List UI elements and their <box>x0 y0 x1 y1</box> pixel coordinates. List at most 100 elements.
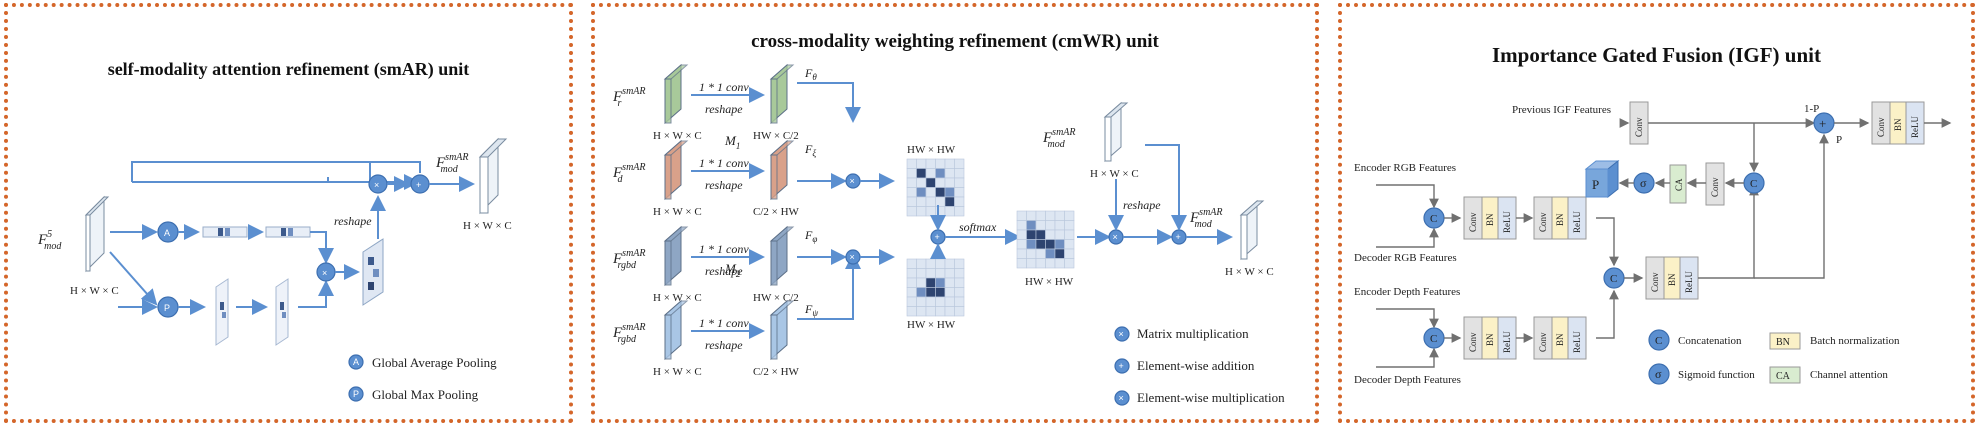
svg-text:σ: σ <box>1640 176 1647 190</box>
smar-input-dim: H × W × C <box>70 285 119 297</box>
conv-label: 1 * 1 conv <box>699 156 749 170</box>
cmwr-input-dim: H × W × C <box>653 366 702 378</box>
legend-sigma-node <box>1648 363 1670 385</box>
svg-text:Conv: Conv <box>1538 212 1548 232</box>
conv-label: 1 * 1 conv <box>699 316 749 330</box>
igf-diagram: Previous IGF Features Conv + 1-P P Conv … <box>1354 101 1952 386</box>
max-map-2 <box>275 278 289 346</box>
svg-text:×: × <box>1113 232 1118 242</box>
m2-grid <box>906 258 965 317</box>
output-cbr-block: Conv BN ReLU <box>1871 101 1925 145</box>
legend-avg-node-label: A <box>353 357 359 367</box>
legend-mul-text: Element-wise multiplication <box>1137 390 1285 405</box>
dec-rgb-label: Decoder RGB Features <box>1354 252 1457 264</box>
cmwr-reshape-label: reshape <box>1123 198 1161 212</box>
legend-ca-swatch <box>1769 366 1801 384</box>
svg-text:C: C <box>1430 333 1437 345</box>
cmwr-mod-block <box>1103 101 1129 163</box>
cmwr-input-label: FsmAR r <box>612 86 646 109</box>
reshape-label: reshape <box>705 178 743 192</box>
legend-add-text: Element-wise addition <box>1137 358 1255 373</box>
legend-avg-node <box>348 354 364 370</box>
cbr-rgb-block-2: Conv BN ReLU <box>1533 196 1587 240</box>
p-cube: P <box>1584 159 1620 199</box>
cmwr-out-dim: C/2 × HW <box>753 366 800 378</box>
svg-text:×: × <box>850 176 855 186</box>
svg-text:C: C <box>1655 335 1662 347</box>
smar-mult-node-2-sym: × <box>374 180 379 190</box>
smar-mult-node-1-sym: × <box>322 268 327 278</box>
svg-text:×: × <box>1119 329 1124 339</box>
legend-avg-text: Global Average Pooling <box>372 355 497 370</box>
attention-cube <box>362 238 384 306</box>
cmwr-mod-dim: H × W × C <box>1090 168 1139 180</box>
enc-rgb-label: Encoder RGB Features <box>1354 162 1456 174</box>
svg-text:BN: BN <box>1555 213 1565 226</box>
branch-label: Fψ <box>804 302 818 318</box>
legend-mat-node <box>1114 326 1130 342</box>
svg-text:BN: BN <box>1776 337 1790 348</box>
smar-title: self-modality attention refinement (smAR… <box>107 59 470 79</box>
cmwr-title: cross-modality weighting refinement (cmW… <box>751 31 1159 52</box>
cmwr-input-dim: H × W × C <box>653 292 702 304</box>
svg-text:Conv: Conv <box>1468 212 1478 232</box>
igf-panel: Importance Gated Fusion (IGF) unit Previ… <box>1338 3 1975 423</box>
branch-label: Fξ <box>804 142 816 158</box>
svg-text:BN: BN <box>1485 213 1495 226</box>
avg-vector-2 <box>265 226 311 238</box>
m2-dim: HW × HW <box>907 319 956 331</box>
svg-text:P: P <box>1592 177 1599 192</box>
cmwr-input-row: FsmAR r H × W × C 1 * 1 conv reshape HW × C/2… <box>612 63 861 142</box>
legend-max-node-label: P <box>353 389 359 399</box>
svg-text:+: + <box>1176 232 1181 242</box>
softmax-dim: HW × HW <box>1025 276 1074 288</box>
softmax-grid <box>1016 210 1075 269</box>
avg-pool-node-label: A <box>164 228 170 238</box>
cmwr-panel: cross-modality weighting refinement (cmW… <box>591 3 1319 423</box>
legend-bn-text: Batch normalization <box>1810 335 1900 347</box>
prev-igf-label: Previous IGF Features <box>1512 104 1611 116</box>
cmwr-output-dim: H × W × C <box>1225 266 1274 278</box>
cmwr-input-label: FsmAR d <box>612 162 646 185</box>
svg-text:ReLU: ReLU <box>1502 331 1512 353</box>
gate-ca: CA <box>1669 164 1687 204</box>
svg-text:Conv: Conv <box>1468 332 1478 352</box>
legend-mat-text: Matrix multiplication <box>1137 326 1249 341</box>
cmwr-input-label: FsmAR rgbd <box>612 248 646 271</box>
svg-text:Conv: Conv <box>1538 332 1548 352</box>
cmwr-input-row: FsmAR d H × W × C 1 * 1 conv reshape C/2 × HW… <box>612 139 847 218</box>
svg-text:ReLU: ReLU <box>1572 211 1582 233</box>
max-map-1 <box>215 278 229 346</box>
legend-bn-swatch <box>1769 332 1801 350</box>
cbr-depth-block-1: Conv BN ReLU <box>1463 316 1517 360</box>
prev-conv-block: Conv <box>1629 101 1649 145</box>
svg-text:BN: BN <box>1485 333 1495 346</box>
softmax-label: softmax <box>959 220 997 234</box>
legend-sigmoid-text: Sigmoid function <box>1678 369 1755 381</box>
gate-conv: Conv <box>1705 162 1725 206</box>
legend-concat-text: Concatenation <box>1678 335 1742 347</box>
smar-input-label: F5 mod <box>37 229 62 252</box>
cmwr-diagram: FsmAR r H × W × C 1 * 1 conv reshape HW × C/2… <box>612 63 1285 406</box>
reshape-label: reshape <box>705 264 743 278</box>
svg-text:BN: BN <box>1555 333 1565 346</box>
smar-output-dim: H × W × C <box>463 220 512 232</box>
conv-label: 1 * 1 conv <box>699 242 749 256</box>
cmwr-input-row: FsmAR rgbd H × W × C 1 * 1 conv reshape C/2 ×… <box>612 253 861 378</box>
svg-text:+: + <box>1119 361 1124 371</box>
reshape-label: reshape <box>705 338 743 352</box>
cmwr-out-dim: HW × C/2 <box>753 130 799 142</box>
svg-text:C: C <box>1610 273 1617 285</box>
igf-title: Importance Gated Fusion (IGF) unit <box>1491 43 1821 67</box>
m1-label: M1 <box>724 133 740 151</box>
conv-label: 1 * 1 conv <box>699 80 749 94</box>
cbr-rgb-block-1: Conv BN ReLU <box>1463 196 1517 240</box>
m1-dim: HW × HW <box>907 144 956 156</box>
avg-vector <box>202 226 248 238</box>
svg-text:σ: σ <box>1655 367 1662 381</box>
cbr-depth-block-2: Conv BN ReLU <box>1533 316 1587 360</box>
svg-text:ReLU: ReLU <box>1502 211 1512 233</box>
svg-text:C: C <box>1430 213 1437 225</box>
enc-depth-label: Encoder Depth Features <box>1354 286 1460 298</box>
